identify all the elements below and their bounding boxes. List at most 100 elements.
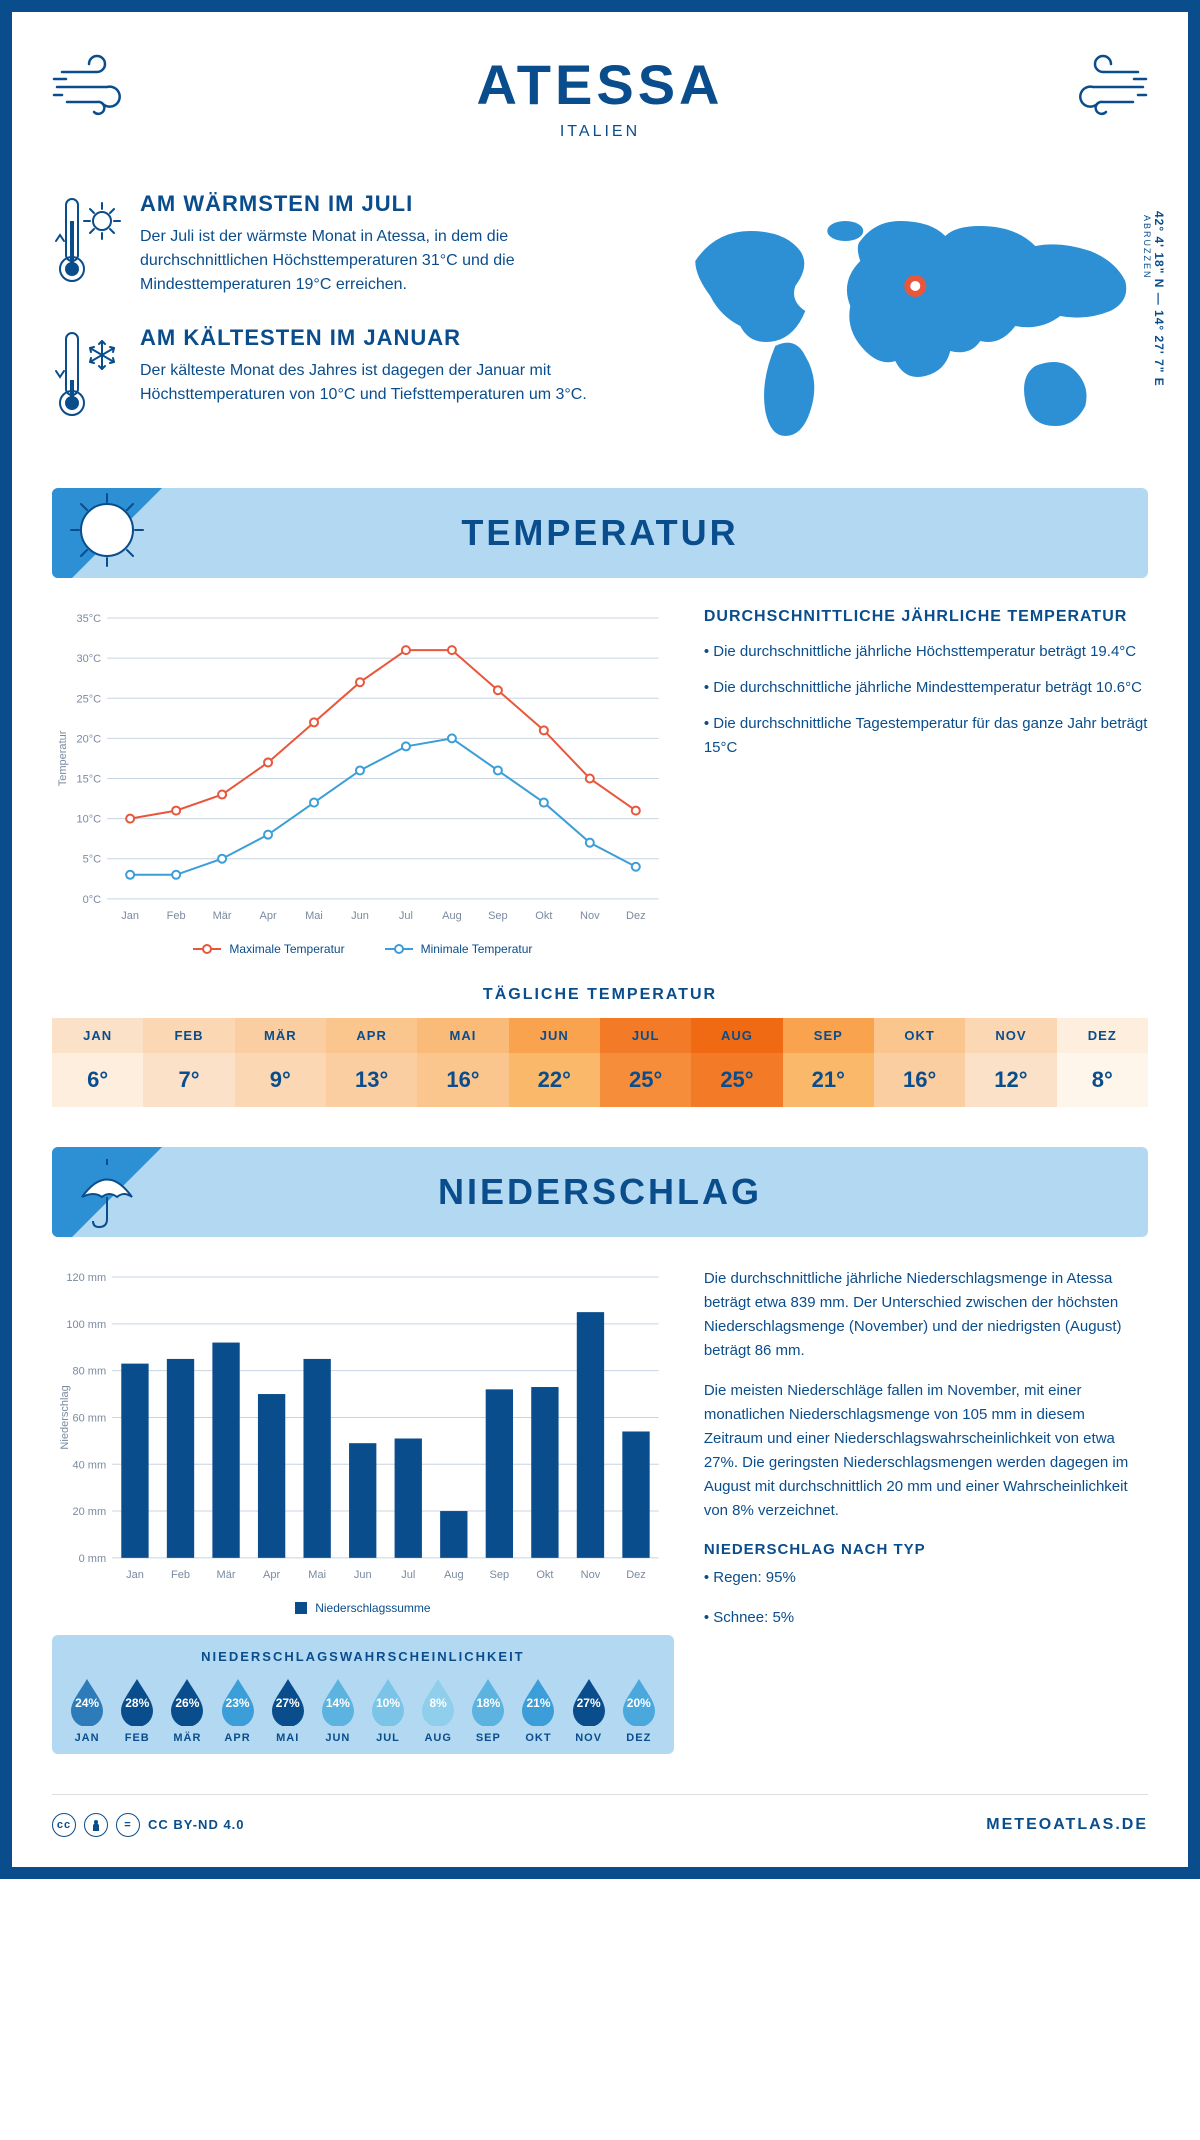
svg-text:20 mm: 20 mm [72,1506,106,1518]
svg-text:Dez: Dez [626,1569,646,1581]
prob-cell: 23%APR [212,1676,262,1744]
svg-text:100 mm: 100 mm [66,1319,106,1331]
legend-swatch-precip [295,1602,307,1614]
umbrella-icon [52,1147,182,1237]
daily-temp-cell: JUL25° [600,1018,691,1107]
page-subtitle: ITALIEN [52,123,1148,141]
daily-temp-cell: NOV12° [965,1018,1056,1107]
daily-temp-cell: MÄR9° [235,1018,326,1107]
precip-prob-box: NIEDERSCHLAGSWAHRSCHEINLICHKEIT 24%JAN28… [52,1635,674,1754]
svg-text:40 mm: 40 mm [72,1459,106,1471]
coldest-text: AM KÄLTESTEN IM JANUAR Der kälteste Mona… [140,325,633,430]
precip-body: Die meisten Niederschläge fallen im Nove… [704,1379,1148,1523]
svg-text:Sep: Sep [490,1569,510,1581]
legend-label-max: Maximale Temperatur [229,942,344,956]
svg-text:Feb: Feb [167,910,186,922]
svg-text:Okt: Okt [536,1569,553,1581]
daily-temp-table: JAN6°FEB7°MÄR9°APR13°MAI16°JUN22°JUL25°A… [52,1018,1148,1107]
coldest-title: AM KÄLTESTEN IM JANUAR [140,325,633,351]
precip-legend: Niederschlagssumme [52,1601,674,1615]
daily-temp-cell: DEZ8° [1057,1018,1148,1107]
world-map-icon [663,191,1148,451]
daily-temp-cell: FEB7° [143,1018,234,1107]
prob-month: SEP [463,1732,513,1744]
prob-value: 28% [125,1696,149,1710]
license-text: CC BY-ND 4.0 [148,1817,245,1832]
prob-cell: 21%OKT [513,1676,563,1744]
precip-type-bullet: • Schnee: 5% [704,1606,1148,1630]
daily-temp-month: OKT [874,1018,965,1053]
svg-text:Dez: Dez [626,910,646,922]
svg-text:Nov: Nov [581,1569,601,1581]
legend-label-precip: Niederschlagssumme [315,1601,430,1615]
temperature-row: 0°C5°C10°C15°C20°C25°C30°C35°CJanFebMärA… [52,608,1148,956]
svg-text:Sep: Sep [488,910,508,922]
prob-month: JUN [313,1732,363,1744]
svg-text:Apr: Apr [259,910,276,922]
svg-text:Aug: Aug [444,1569,464,1581]
svg-text:Jan: Jan [121,910,139,922]
daily-temp-month: JUL [600,1018,691,1053]
temp-bullet: • Die durchschnittliche jährliche Mindes… [704,676,1148,700]
daily-temp-value: 8° [1057,1053,1148,1107]
warmest-body: Der Juli ist der wärmste Monat in Atessa… [140,225,633,297]
wind-icon [1048,52,1148,127]
prob-cell: 10%JUL [363,1676,413,1744]
daily-temp-cell: JAN6° [52,1018,143,1107]
raindrop-icon: 28% [116,1676,158,1726]
precip-row: 0 mm20 mm40 mm60 mm80 mm100 mm120 mmJanF… [52,1267,1148,1754]
coldest-block: AM KÄLTESTEN IM JANUAR Der kälteste Mona… [52,325,633,430]
daily-temp-cell: AUG25° [691,1018,782,1107]
coldest-body: Der kälteste Monat des Jahres ist dagege… [140,359,633,407]
svg-text:0°C: 0°C [83,894,102,906]
svg-text:10°C: 10°C [77,814,102,826]
daily-temp-month: FEB [143,1018,234,1053]
precip-right: Die durchschnittliche jährliche Niedersc… [704,1267,1148,1754]
footer-license: cc = CC BY-ND 4.0 [52,1813,245,1837]
by-icon [84,1813,108,1837]
prob-month: AUG [413,1732,463,1744]
svg-text:35°C: 35°C [77,613,102,625]
prob-month: OKT [513,1732,563,1744]
prob-cell: 24%JAN [62,1676,112,1744]
temperature-heading: TEMPERATUR [52,512,1148,554]
svg-text:Jul: Jul [401,1569,415,1581]
daily-temp-month: MÄR [235,1018,326,1053]
temperature-line-chart: 0°C5°C10°C15°C20°C25°C30°C35°CJanFebMärA… [52,608,674,929]
daily-temp-month: SEP [783,1018,874,1053]
svg-text:120 mm: 120 mm [66,1272,106,1284]
page-title: ATESSA [52,52,1148,117]
svg-text:Nov: Nov [580,910,600,922]
daily-temp-month: APR [326,1018,417,1053]
prob-cell: 18% SEP [463,1676,513,1744]
svg-text:Niederschlag: Niederschlag [59,1385,71,1449]
temperature-banner: TEMPERATUR [52,488,1148,578]
svg-text:Jul: Jul [399,910,413,922]
prob-value: 23% [226,1696,250,1710]
prob-cell: 26%MÄR [162,1676,212,1744]
daily-temp-value: 9° [235,1053,326,1107]
daily-temp-value: 21° [783,1053,874,1107]
prob-value: 20% [627,1696,651,1710]
daily-temp-value: 22° [509,1053,600,1107]
daily-temp-heading: TÄGLICHE TEMPERATUR [52,986,1148,1004]
precip-body: Die durchschnittliche jährliche Niedersc… [704,1267,1148,1363]
thermometer-snow-icon [52,325,122,430]
legend-min: Minimale Temperatur [385,942,533,956]
raindrop-icon: 20% [618,1676,660,1726]
footer: cc = CC BY-ND 4.0 METEOATLAS.DE [52,1794,1148,1837]
precip-banner: NIEDERSCHLAG [52,1147,1148,1237]
svg-text:Temperatur: Temperatur [57,730,69,786]
top-row: AM WÄRMSTEN IM JULI Der Juli ist der wär… [52,191,1148,458]
daily-temp-month: DEZ [1057,1018,1148,1053]
prob-cell: 28% FEB [112,1676,162,1744]
prob-value: 18% [476,1696,500,1710]
prob-month: FEB [112,1732,162,1744]
temp-bullet: • Die durchschnittliche jährliche Höchst… [704,640,1148,664]
daily-temp-value: 25° [600,1053,691,1107]
daily-temp-value: 7° [143,1053,234,1107]
prob-value: 8% [430,1696,447,1710]
daily-temp-cell: MAI16° [417,1018,508,1107]
warmest-block: AM WÄRMSTEN IM JULI Der Juli ist der wär… [52,191,633,297]
header: ATESSA ITALIEN [52,42,1148,171]
